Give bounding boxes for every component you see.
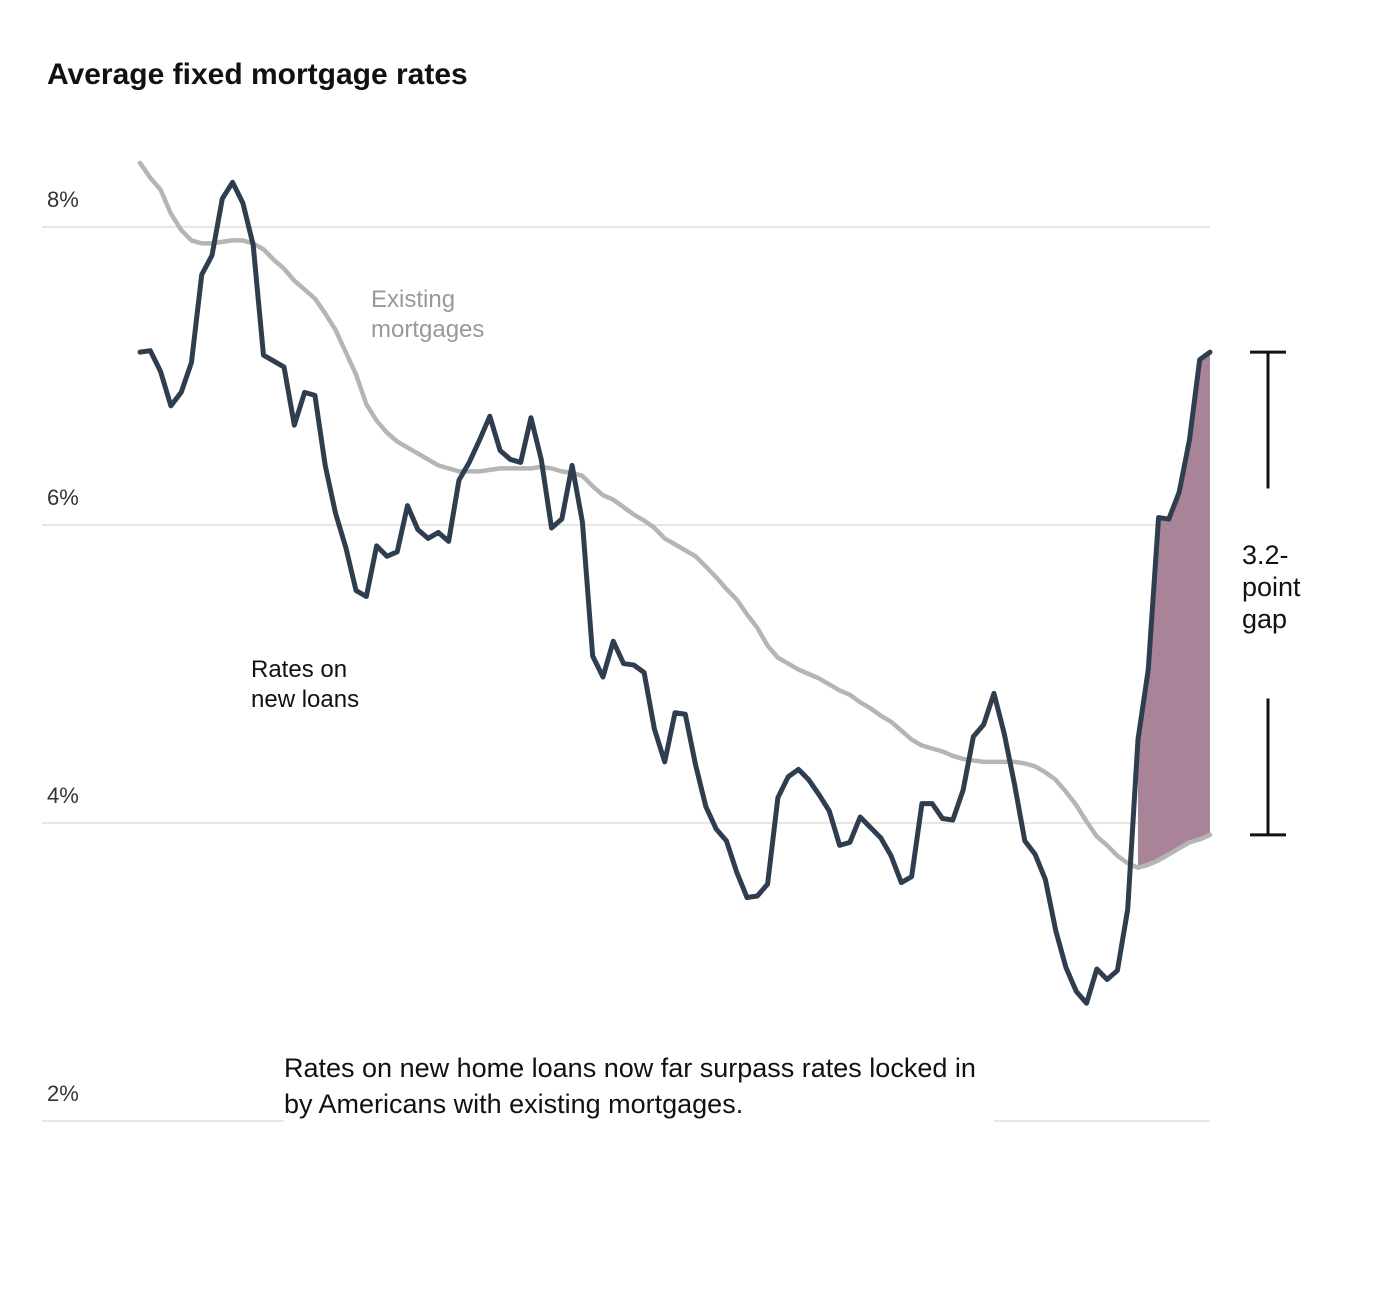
series-line — [137, 179, 1213, 1006]
y-tick-label: 2% — [47, 1081, 79, 1106]
gap-area — [1137, 352, 1210, 868]
series-label: Rates on new loans — [251, 656, 360, 713]
gap-annotation: 3.2-point gap — [1242, 539, 1301, 634]
y-tick-label: 6% — [47, 485, 79, 510]
y-tick-label: 8% — [47, 187, 79, 212]
series-label: Existing mortgages — [371, 286, 485, 343]
chart-note: Rates on new home loans now far surpass … — [284, 1050, 994, 1128]
chart-title: Average fixed mortgage rates — [47, 58, 468, 91]
y-tick-label: 4% — [47, 783, 79, 808]
series-line — [137, 160, 1213, 870]
